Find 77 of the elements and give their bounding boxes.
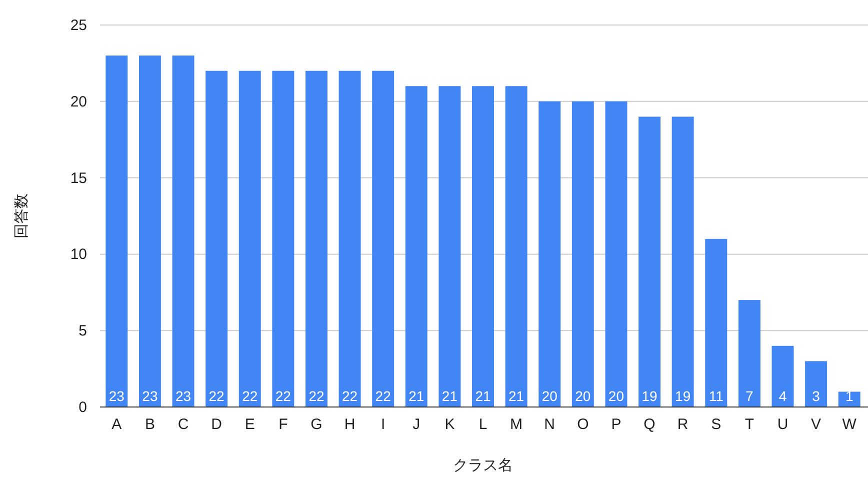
bar [272, 70, 294, 407]
data-label: 21 [475, 388, 491, 404]
data-label: 22 [375, 388, 392, 404]
x-tick-label: T [744, 416, 754, 433]
bar [206, 70, 228, 407]
x-tick-label: B [144, 416, 155, 433]
x-tick-label: A [112, 416, 122, 433]
x-tick-label: R [677, 416, 688, 433]
data-label: 23 [142, 388, 158, 404]
bar [172, 56, 194, 407]
y-tick-label: 15 [70, 170, 87, 187]
x-tick-label: H [344, 416, 356, 433]
bar [505, 86, 528, 407]
bar [238, 70, 261, 407]
data-label: 20 [542, 388, 558, 404]
data-label: 11 [708, 388, 724, 404]
x-tick-label: O [577, 416, 589, 433]
data-label: 1 [845, 388, 854, 404]
x-tick-label: E [244, 416, 255, 433]
x-tick-label: V [811, 416, 822, 433]
x-tick-label: J [412, 416, 420, 433]
data-label: 22 [308, 388, 324, 404]
x-tick-label: Q [644, 416, 656, 433]
bar [305, 70, 328, 407]
bar [438, 86, 461, 407]
bar [138, 56, 161, 407]
x-tick-label: G [310, 416, 322, 433]
y-tick-label: 20 [70, 93, 87, 110]
bar [605, 101, 628, 407]
bar [638, 116, 661, 407]
data-label: 23 [108, 388, 125, 404]
x-tick-label: U [777, 416, 788, 433]
x-tick-label: L [478, 416, 488, 433]
x-tick-label: N [544, 416, 556, 433]
x-axis-title: クラス名 [453, 457, 513, 474]
bar [338, 70, 361, 407]
data-label: 22 [275, 388, 292, 404]
x-tick-label: I [381, 416, 386, 433]
data-label: 21 [508, 388, 524, 404]
data-label: 21 [408, 388, 424, 404]
bar [405, 86, 428, 407]
bar [472, 86, 494, 407]
data-label: 19 [642, 388, 658, 404]
x-tick-label: M [510, 416, 523, 433]
x-tick-label: D [211, 416, 222, 433]
bar [538, 101, 561, 407]
data-label: 4 [778, 388, 787, 404]
data-label: 7 [746, 388, 754, 404]
data-label: 20 [575, 388, 591, 404]
x-tick-label: C [178, 416, 189, 433]
bar [705, 238, 728, 407]
x-tick-label: F [278, 416, 288, 433]
data-label: 19 [675, 388, 691, 404]
x-tick-label: W [842, 416, 858, 433]
y-tick-label: 10 [70, 246, 87, 264]
data-label: 20 [608, 388, 624, 404]
x-tick-label: S [711, 416, 722, 433]
y-tick-label: 25 [70, 17, 87, 34]
bar [838, 392, 860, 407]
bar [572, 101, 594, 407]
bar [738, 300, 760, 407]
x-tick-label: P [611, 416, 622, 433]
bar [372, 70, 394, 407]
data-label: 21 [442, 388, 458, 404]
data-label: 22 [242, 388, 258, 404]
y-tick-label: 5 [78, 322, 87, 340]
bar [672, 116, 694, 407]
x-tick-label: K [444, 416, 455, 433]
data-label: 22 [208, 388, 225, 404]
y-axis-title: 回答数 [13, 194, 30, 238]
bar [805, 361, 828, 407]
data-label: 3 [812, 388, 820, 404]
data-label: 22 [342, 388, 358, 404]
bar [772, 346, 794, 407]
data-label: 23 [175, 388, 192, 404]
bar [106, 56, 128, 407]
y-tick-label: 0 [78, 399, 87, 416]
